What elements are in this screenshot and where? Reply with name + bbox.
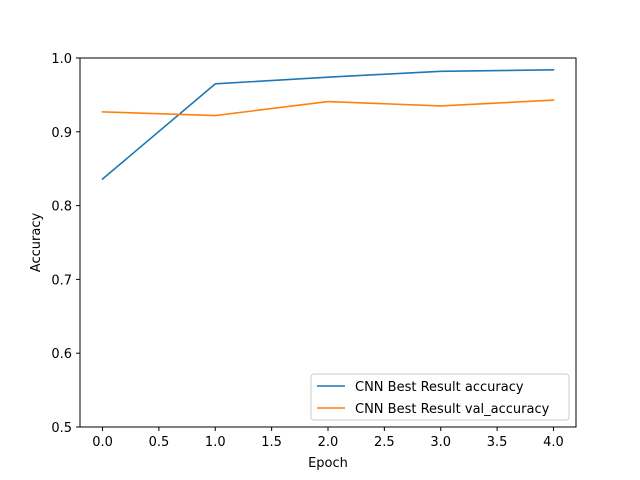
- x-axis: 0.0 0.5 1.0 1.5 2.0 2.5 3.0 3.5 4.0: [92, 427, 564, 450]
- x-tick-label: 2.5: [374, 435, 395, 450]
- y-tick-label: 1.0: [51, 52, 72, 67]
- series-line-0: [101, 68, 555, 181]
- legend: CNN Best Result accuracy CNN Best Result …: [310, 373, 570, 421]
- x-axis-label: Epoch: [308, 456, 348, 471]
- y-tick-label: 0.8: [51, 200, 72, 215]
- x-tick-label: 1.5: [261, 435, 282, 450]
- legend-label-0: CNN Best Result accuracy: [355, 380, 524, 395]
- legend-label-1: CNN Best Result val_accuracy: [355, 402, 550, 417]
- x-tick-label: 4.0: [543, 435, 564, 450]
- legend-box: [310, 373, 570, 421]
- y-tick-label: 0.7: [51, 273, 72, 288]
- series-line-1: [101, 99, 555, 117]
- y-axis-label: Accuracy: [29, 213, 44, 273]
- x-tick-label: 3.0: [430, 435, 451, 450]
- x-tick-label: 0.0: [92, 435, 113, 450]
- x-tick-label: 0.5: [149, 435, 170, 450]
- y-tick-label: 0.9: [51, 126, 72, 141]
- y-tick-label: 0.6: [51, 347, 72, 362]
- x-tick-label: 3.5: [487, 435, 508, 450]
- series-layer: [101, 68, 555, 181]
- x-tick-label: 1.0: [205, 435, 226, 450]
- y-axis: 0.5 0.6 0.7 0.8 0.9 1.0: [51, 52, 80, 436]
- x-tick-label: 2.0: [318, 435, 339, 450]
- y-tick-label: 0.5: [51, 421, 72, 436]
